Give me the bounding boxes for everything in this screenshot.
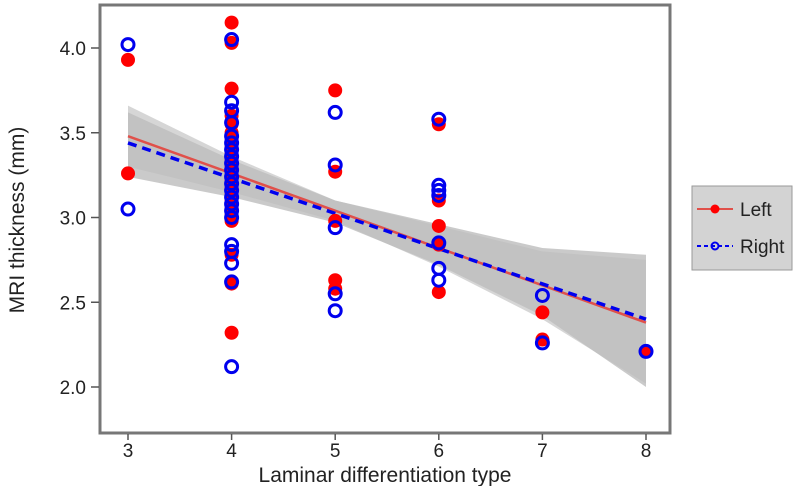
plot-frame [98, 3, 672, 435]
point-left [224, 35, 239, 50]
point-right [224, 148, 240, 164]
point-right [224, 189, 240, 205]
point-left [224, 15, 239, 30]
y-tick-label: 2.5 [60, 293, 86, 314]
point-right [224, 196, 240, 212]
point-right [224, 142, 240, 158]
point-right [120, 201, 136, 217]
y-tick-label: 2.0 [60, 378, 86, 399]
confidence-band-left [128, 105, 646, 384]
point-right [431, 187, 447, 203]
point-left [431, 285, 446, 300]
point-right [224, 155, 240, 171]
point-right [224, 203, 240, 219]
point-left [535, 305, 550, 320]
point-right [327, 286, 343, 302]
point-left [431, 218, 446, 233]
x-tick-label: 6 [434, 441, 445, 462]
point-right [224, 176, 240, 192]
point-right [224, 182, 240, 198]
point-right [431, 111, 447, 127]
x-tick-label: 5 [330, 441, 341, 462]
point-right [224, 94, 240, 110]
point-left [224, 213, 239, 228]
point-right [431, 177, 447, 193]
point-left [224, 325, 239, 340]
point-left [121, 166, 135, 181]
point-right [224, 115, 240, 131]
x-tick-label: 3 [123, 441, 134, 462]
point-right [534, 287, 550, 303]
x-tick-label: 7 [537, 441, 548, 462]
x-axis: 3 4 5 6 7 8 [123, 434, 652, 462]
y-axis-label: MRI thickness (mm) [6, 127, 29, 314]
point-right [224, 162, 240, 178]
legend-left-marker [710, 204, 720, 214]
y-tick-label: 4.0 [60, 39, 86, 60]
x-tick-label: 8 [641, 441, 652, 462]
point-right [327, 104, 343, 120]
point-right [224, 359, 240, 375]
legend-box [691, 185, 793, 271]
point-right [327, 303, 343, 319]
point-right [327, 157, 343, 173]
point-right [224, 135, 240, 151]
point-left [121, 52, 135, 67]
point-right [224, 210, 240, 225]
legend-left-label: Left [740, 200, 772, 221]
point-right [224, 274, 240, 290]
point-right [431, 182, 447, 198]
legend: Left Right [691, 185, 793, 271]
fit-lines [127, 134, 647, 324]
point-left [224, 81, 239, 96]
confidence-bands [128, 105, 646, 387]
fit-line-right [127, 141, 647, 321]
point-right [224, 128, 240, 144]
confidence-band-right [128, 112, 646, 387]
point-right [224, 255, 240, 271]
point-left [535, 332, 550, 347]
point-right [431, 235, 447, 251]
point-right [224, 237, 240, 253]
x-axis-label: Laminar differentiation type [259, 464, 512, 486]
y-tick-label: 3.0 [60, 209, 86, 230]
y-tick-label: 3.5 [60, 124, 86, 145]
point-left [328, 83, 343, 98]
point-right [534, 335, 550, 351]
point-right [224, 169, 240, 185]
point-right [327, 220, 343, 236]
point-right [431, 272, 447, 288]
data-points [120, 15, 654, 375]
point-right [120, 37, 136, 53]
legend-right-label: Right [740, 237, 785, 258]
point-right [224, 32, 240, 48]
y-axis: 2.0 2.5 3.0 3.5 4.0 [60, 39, 99, 399]
x-tick-label: 4 [226, 441, 237, 462]
legend-right-marker [710, 241, 720, 251]
point-right [638, 343, 654, 359]
